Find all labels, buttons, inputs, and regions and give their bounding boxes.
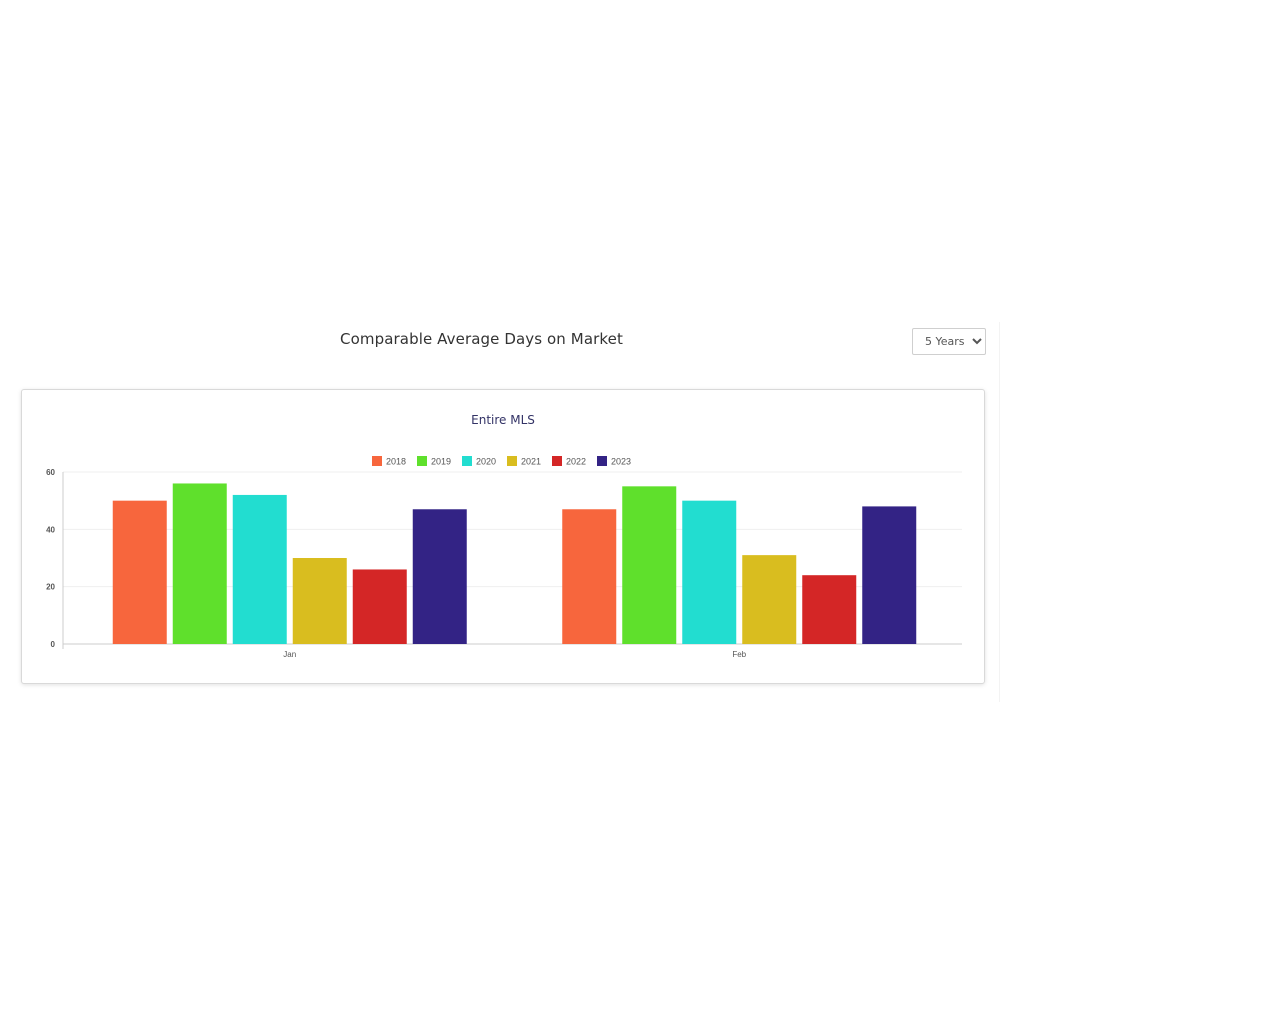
bar-feb-2021[interactable]	[742, 555, 797, 644]
bar-chart: Entire MLS 2018 2019 2020 2021 2022 2023 0 20 4…	[46, 413, 962, 659]
chart-title: Entire MLS	[471, 413, 535, 427]
x-tick-label: Jan	[283, 650, 296, 659]
legend-item-2019[interactable]: 2019	[417, 456, 451, 467]
page-title: Comparable Average Days on Market	[340, 330, 623, 348]
bar-feb-2023[interactable]	[862, 506, 917, 644]
y-tick-label: 40	[46, 525, 55, 534]
chart-axes: 0 20 40 60 Jan Feb	[46, 468, 747, 659]
chart-panel: Comparable Average Days on Market 5 Year…	[9, 322, 1000, 702]
y-tick-label: 0	[51, 640, 56, 649]
legend-swatch	[417, 456, 427, 466]
chart-card: Entire MLS 2018 2019 2020 2021 2022 2023 0 20 4…	[21, 389, 985, 684]
chart-bars	[112, 483, 917, 644]
legend-swatch	[372, 456, 382, 466]
legend-item-2023[interactable]: 2023	[597, 456, 631, 467]
legend-swatch	[597, 456, 607, 466]
legend-label: 2023	[611, 457, 631, 467]
bar-feb-2019[interactable]	[622, 486, 677, 644]
bar-feb-2020[interactable]	[682, 500, 737, 644]
x-tick-label: Feb	[732, 650, 746, 659]
legend-item-2020[interactable]: 2020	[462, 456, 496, 467]
bar-jan-2022[interactable]	[352, 569, 407, 644]
bar-jan-2021[interactable]	[292, 558, 347, 644]
legend-label: 2018	[386, 457, 406, 467]
legend-label: 2020	[476, 457, 496, 467]
range-select[interactable]: 5 Years	[912, 328, 986, 355]
legend-label: 2022	[566, 457, 586, 467]
legend-item-2018[interactable]: 2018	[372, 456, 406, 467]
legend-label: 2021	[521, 457, 541, 467]
legend-item-2021[interactable]: 2021	[507, 456, 541, 467]
y-tick-label: 60	[46, 468, 55, 477]
bar-jan-2020[interactable]	[232, 494, 287, 644]
chart-legend: 2018 2019 2020 2021 2022 2023	[372, 456, 631, 467]
legend-swatch	[507, 456, 517, 466]
bar-jan-2019[interactable]	[172, 483, 227, 644]
bar-jan-2023[interactable]	[412, 509, 467, 644]
legend-item-2022[interactable]: 2022	[552, 456, 586, 467]
legend-swatch	[552, 456, 562, 466]
bar-jan-2018[interactable]	[112, 500, 167, 644]
legend-label: 2019	[431, 457, 451, 467]
bar-feb-2022[interactable]	[802, 575, 857, 644]
bar-feb-2018[interactable]	[562, 509, 617, 644]
legend-swatch	[462, 456, 472, 466]
y-tick-label: 20	[46, 583, 55, 592]
